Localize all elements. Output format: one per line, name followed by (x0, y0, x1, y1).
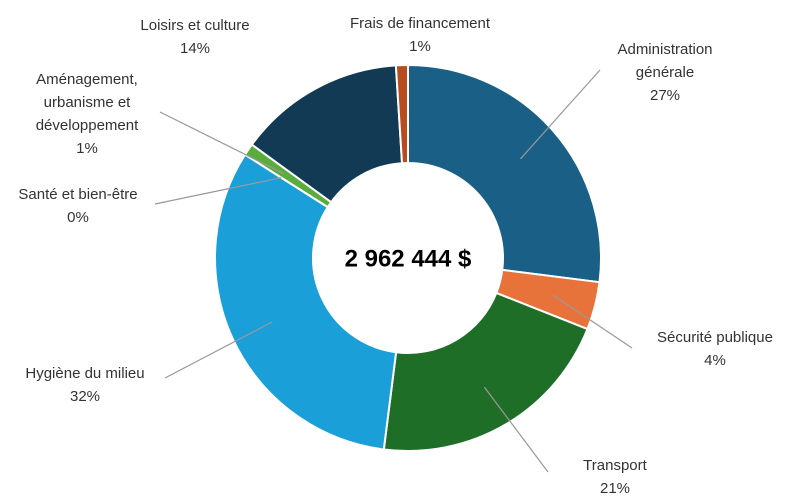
category-label: Sécurité publique (657, 329, 773, 346)
value-label: 21% (599, 480, 631, 497)
category-label: Santé et bien-être (18, 186, 138, 203)
category-label: Aménagement, urbanisme et développement (35, 71, 139, 134)
donut-segment (407, 63, 602, 284)
category-label: Transport (583, 457, 647, 474)
donut-segment (214, 153, 398, 451)
data-label: Aménagement, urbanisme et développement 1… (2, 68, 172, 160)
value-label: 0% (67, 209, 89, 226)
category-label: Administration générale (617, 41, 713, 81)
data-label: Santé et bien-être 0% (0, 183, 158, 229)
leader-line (483, 386, 549, 473)
value-label: 14% (179, 40, 211, 57)
donut-segment (394, 63, 409, 165)
leader-line (552, 294, 633, 349)
data-label: Transport 21% (555, 454, 675, 497)
leader-line (159, 111, 285, 175)
value-label: 1% (76, 140, 98, 157)
center-label: 2 962 444 $ (345, 245, 472, 272)
value-label: 27% (649, 87, 681, 104)
category-label: Frais de financement (349, 15, 491, 32)
data-label: Sécurité publique 4% (635, 326, 792, 372)
data-label: Loisirs et culture 14% (115, 14, 275, 60)
leader-line (164, 321, 273, 379)
data-label: Hygiène du milieu 32% (5, 362, 165, 408)
data-label: Frais de financement 1% (320, 12, 520, 58)
data-label: Administration générale 27% (595, 38, 735, 107)
value-label: 1% (409, 38, 431, 55)
category-label: Hygiène du milieu (25, 365, 145, 382)
donut-segment (382, 291, 589, 452)
leader-line (520, 69, 601, 160)
category-label: Loisirs et culture (140, 17, 250, 34)
value-label: 32% (69, 388, 101, 405)
value-label: 4% (704, 352, 726, 369)
leader-line (154, 177, 282, 205)
